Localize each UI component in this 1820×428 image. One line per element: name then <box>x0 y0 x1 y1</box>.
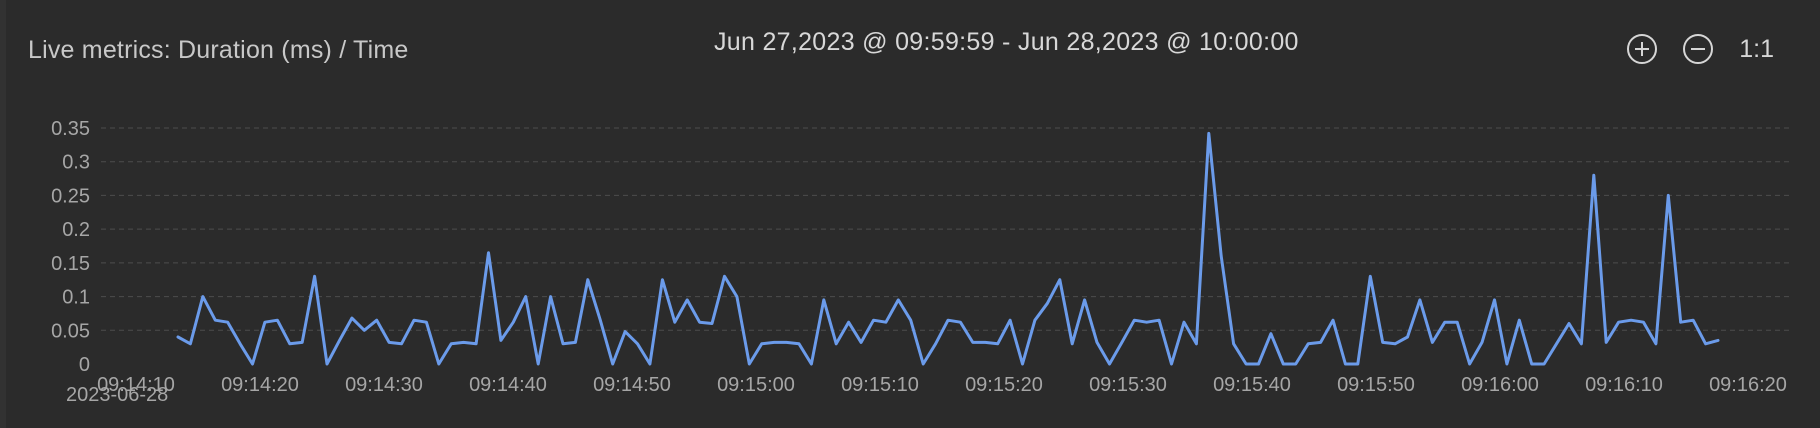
x-tick-label: 09:15:30 <box>1089 374 1167 396</box>
x-tick-label: 09:14:40 <box>469 374 547 396</box>
y-tick-label: 0.3 <box>62 152 90 174</box>
zoom-controls: 1:1 <box>1627 34 1774 64</box>
line-chart[interactable]: 00.050.10.150.20.250.30.35 09:14:10 09:14… <box>6 0 1820 428</box>
x-tick-label: 09:15:20 <box>965 374 1043 396</box>
y-tick-label: 0.05 <box>51 320 90 342</box>
x-tick-label: 09:15:50 <box>1337 374 1415 396</box>
x-date-label: 2023-06-28 <box>66 384 168 406</box>
x-tick-label: 09:16:20 <box>1709 374 1787 396</box>
x-tick-label: 09:14:30 <box>345 374 423 396</box>
x-tick-label: 09:14:50 <box>593 374 671 396</box>
time-range-label[interactable]: Jun 27,2023 @ 09:59:59 - Jun 28,2023 @ 1… <box>714 28 1299 56</box>
zoom-in-icon[interactable] <box>1627 34 1658 64</box>
series-line[interactable] <box>176 131 1720 366</box>
reset-zoom-button[interactable]: 1:1 <box>1739 34 1774 63</box>
y-tick-label: 0.35 <box>51 118 90 140</box>
x-tick-label: 09:16:00 <box>1461 374 1539 396</box>
x-tick-label: 09:15:00 <box>717 374 795 396</box>
x-tick-label: 09:15:10 <box>841 374 919 396</box>
y-tick-label: 0.1 <box>62 287 90 309</box>
series-layer <box>176 131 1720 366</box>
x-tick-label: 09:14:20 <box>221 374 299 396</box>
y-tick-label: 0 <box>79 354 90 376</box>
y-axis-ticks: 0 0.05 0.1 0.15 0.2 0.25 0.3 0.35 <box>51 118 90 376</box>
x-tick-label: 09:16:10 <box>1585 374 1663 396</box>
chart-title: Live metrics: Duration (ms) / Time <box>28 36 409 64</box>
zoom-out-icon[interactable] <box>1683 34 1714 64</box>
y-tick-label: 0.2 <box>62 219 90 241</box>
y-tick-label: 0.15 <box>51 253 90 275</box>
x-axis-ticks: 09:14:10 09:14:20 09:14:30 09:14:40 09:14:50… <box>66 374 1787 406</box>
y-tick-label: 0.25 <box>51 185 90 207</box>
x-tick-label: 09:14:10 <box>97 374 175 396</box>
x-tick-label: 09:15:40 <box>1213 374 1291 396</box>
grid-lines <box>101 127 1791 331</box>
